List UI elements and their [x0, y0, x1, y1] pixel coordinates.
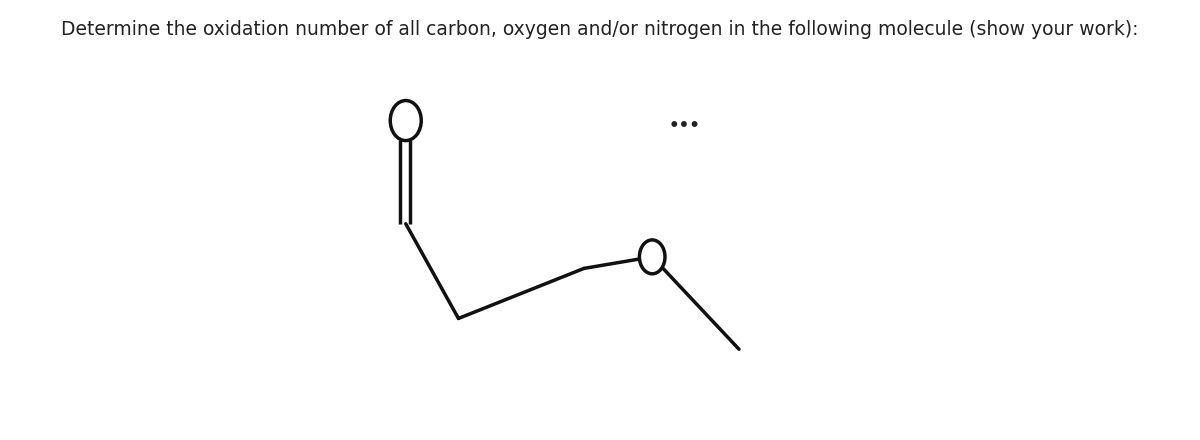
Text: •••: ••• — [668, 117, 701, 135]
Text: Determine the oxidation number of all carbon, oxygen and/or nitrogen in the foll: Determine the oxidation number of all ca… — [61, 20, 1139, 39]
Ellipse shape — [640, 240, 665, 274]
